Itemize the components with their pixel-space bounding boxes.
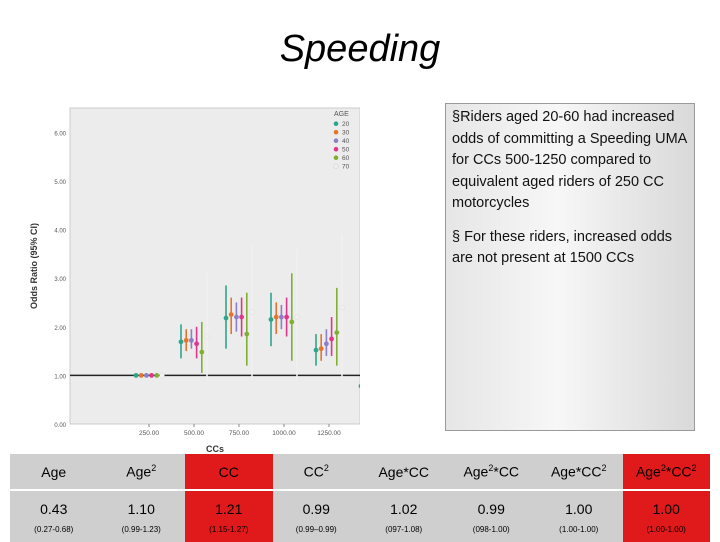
slide-title: Speeding xyxy=(279,28,441,70)
point-age-20 xyxy=(133,372,139,378)
legend-label-age-20: 20 xyxy=(342,121,350,128)
point-age-70 xyxy=(204,333,210,340)
y-tick-label: 1.00 xyxy=(54,374,66,380)
point-age-40 xyxy=(189,337,194,343)
chart-svg: 0.00 1.00 2.00 3.00 4.00 5.00 6.00 250.00 500.00… xyxy=(29,107,390,454)
table-header-cell: CC xyxy=(185,453,273,490)
x-tick-label: 500.00 xyxy=(184,430,204,437)
table-value-cell: 1.21 xyxy=(185,489,273,517)
table-ci-cell: (0.27-0.68) xyxy=(10,517,98,542)
table-value-cell: 1.00 xyxy=(535,489,623,517)
point-age-60 xyxy=(244,331,250,337)
notes-box: §Riders aged 20-60 had increased odds of… xyxy=(445,103,695,431)
y-tick-label: 5.00 xyxy=(54,180,66,186)
point-age-30 xyxy=(318,346,324,352)
point-age-50 xyxy=(329,336,334,342)
table-value-cell: 1.02 xyxy=(360,489,448,517)
table-ci-cell: (0.99-1.23) xyxy=(97,517,185,542)
point-age-20 xyxy=(268,317,274,322)
legend-marker-age-40 xyxy=(333,138,339,143)
point-age-60 xyxy=(154,372,160,378)
x-tick-label: 250.00 xyxy=(139,430,159,437)
legend-label-age-40: 40 xyxy=(342,138,350,145)
table-ci-cell: (098-1.00) xyxy=(447,517,535,542)
legend-marker-age-70 xyxy=(333,163,339,169)
point-age-60 xyxy=(199,349,205,355)
point-age-70 xyxy=(339,304,345,310)
table-header-cell: Age2*CC2 xyxy=(622,453,710,490)
legend-label-age-50: 50 xyxy=(342,147,350,154)
x-tick-label: 1250.00 xyxy=(317,430,341,437)
point-age-40 xyxy=(279,314,284,320)
table-header-row: Age Age2 CC CC2 Age*CC Age2*CC Age*CC2 Age2*CC2 xyxy=(10,453,710,490)
point-age-40 xyxy=(234,314,239,320)
legend-marker-age-60 xyxy=(333,155,339,160)
table-ci-cell: (1.00-1.00) xyxy=(622,517,710,542)
x-tick-label: 1000.00 xyxy=(272,430,296,437)
x-tick-label: 750.00 xyxy=(229,430,249,437)
y-tick-label: 4.00 xyxy=(54,229,66,235)
legend-title: AGE xyxy=(334,111,349,118)
point-age-40 xyxy=(324,341,329,347)
odds-ratio-chart: 0.00 1.00 2.00 3.00 4.00 5.00 6.00 250.00 500.00… xyxy=(24,100,390,456)
point-age-60 xyxy=(334,330,340,336)
table-ci-cell: (1.00-1.00) xyxy=(535,517,623,542)
table-value-cell: 1.10 xyxy=(97,489,185,517)
table-value-cell: 0.43 xyxy=(10,489,98,517)
point-age-20 xyxy=(313,347,319,353)
point-age-70 xyxy=(249,309,255,315)
table-value-cell: 0.99 xyxy=(272,489,360,517)
legend-marker-age-30 xyxy=(333,129,339,135)
legend-label-age-70: 70 xyxy=(342,164,350,171)
x-axis-label: CCs xyxy=(206,444,224,454)
table-ci-row: (0.27-0.68) (0.99-1.23) (1.15-1.27) (0.99–0… xyxy=(10,517,710,542)
y-tick-label: 6.00 xyxy=(54,131,66,137)
table-value-cell: 1.00 xyxy=(622,489,710,517)
plot-area xyxy=(69,107,361,425)
table-value-cell: 0.99 xyxy=(447,489,535,517)
y-tick-label: 2.00 xyxy=(54,326,66,332)
y-tick-label: 0.00 xyxy=(54,423,66,429)
y-tick-label: 3.00 xyxy=(54,277,66,283)
table-header-cell: CC2 xyxy=(272,453,360,490)
table-ci-cell: (1.15-1.27) xyxy=(185,517,273,542)
point-age-30 xyxy=(273,314,279,320)
legend-label-age-60: 60 xyxy=(342,155,350,162)
point-age-50 xyxy=(239,314,245,320)
table-header-cell: Age2*CC xyxy=(447,453,535,490)
point-age-20 xyxy=(178,339,184,345)
table-ci-cell: (0.99–0.99) xyxy=(272,517,360,542)
point-age-30 xyxy=(228,312,234,318)
legend-label-age-30: 30 xyxy=(342,130,350,137)
coefficient-table: Age Age2 CC CC2 Age*CC Age2*CC Age*CC2 Age2*CC2… xyxy=(10,453,710,542)
point-age-40 xyxy=(144,372,149,378)
table-ci-cell: (097-1.08) xyxy=(360,517,448,542)
point-age-30 xyxy=(183,337,189,343)
legend-marker-age-20 xyxy=(333,121,339,126)
point-age-50 xyxy=(149,372,154,378)
point-age-60 xyxy=(289,319,295,325)
note-riders-20-60: §Riders aged 20-60 had increased odds of… xyxy=(452,109,687,211)
y-axis-label: Odds Ratio (95% CI) xyxy=(29,223,39,309)
table-header-cell: Age xyxy=(10,453,98,490)
table-header-cell: Age2 xyxy=(97,453,185,490)
table-header-cell: Age*CC2 xyxy=(535,453,623,490)
note-1500cc: § For these riders, increased odds are n… xyxy=(452,228,673,267)
point-age-70 xyxy=(159,372,165,379)
point-age-50 xyxy=(284,314,289,320)
legend-marker-age-50 xyxy=(333,146,339,152)
point-age-50 xyxy=(194,341,200,347)
table-header-cell: Age*CC xyxy=(360,453,448,490)
point-age-20 xyxy=(223,315,229,321)
point-age-30 xyxy=(138,372,144,378)
point-age-70 xyxy=(294,314,300,320)
table-value-row: 0.43 1.10 1.21 0.99 1.02 0.99 1.00 1.00 xyxy=(10,489,710,517)
